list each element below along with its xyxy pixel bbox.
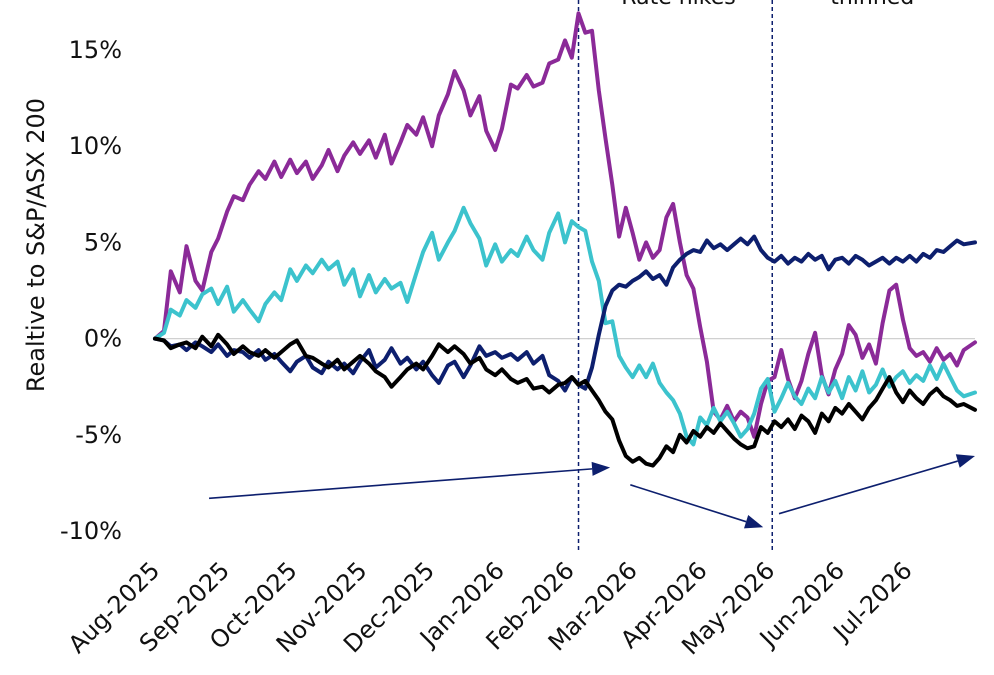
- y-tick-label: -10%: [60, 517, 122, 545]
- y-axis-label: Realtive to S&P/ASX 200: [22, 98, 50, 392]
- trend-arrow-head-2: [744, 515, 764, 529]
- y-tick-label: 0%: [84, 325, 122, 353]
- y-tick-label: -5%: [75, 421, 122, 449]
- series-line-3: [153, 234, 977, 393]
- trend-arrow-1: [209, 468, 593, 500]
- series-line-1: [153, 11, 977, 439]
- y-tick-label: 10%: [69, 132, 122, 160]
- series-line-2: [153, 205, 977, 447]
- event-label-1: Rate hikes: [621, 0, 735, 10]
- y-tick-label: 5%: [84, 228, 122, 256]
- series-line-4: [153, 332, 977, 468]
- event-label-2: thinned: [830, 0, 914, 10]
- trend-arrow-2: [630, 484, 747, 523]
- trend-arrow-3: [778, 460, 958, 515]
- trend-arrow-head-3: [955, 454, 975, 468]
- trend-arrow-head-1: [591, 461, 611, 476]
- y-tick-label: 15%: [69, 36, 122, 64]
